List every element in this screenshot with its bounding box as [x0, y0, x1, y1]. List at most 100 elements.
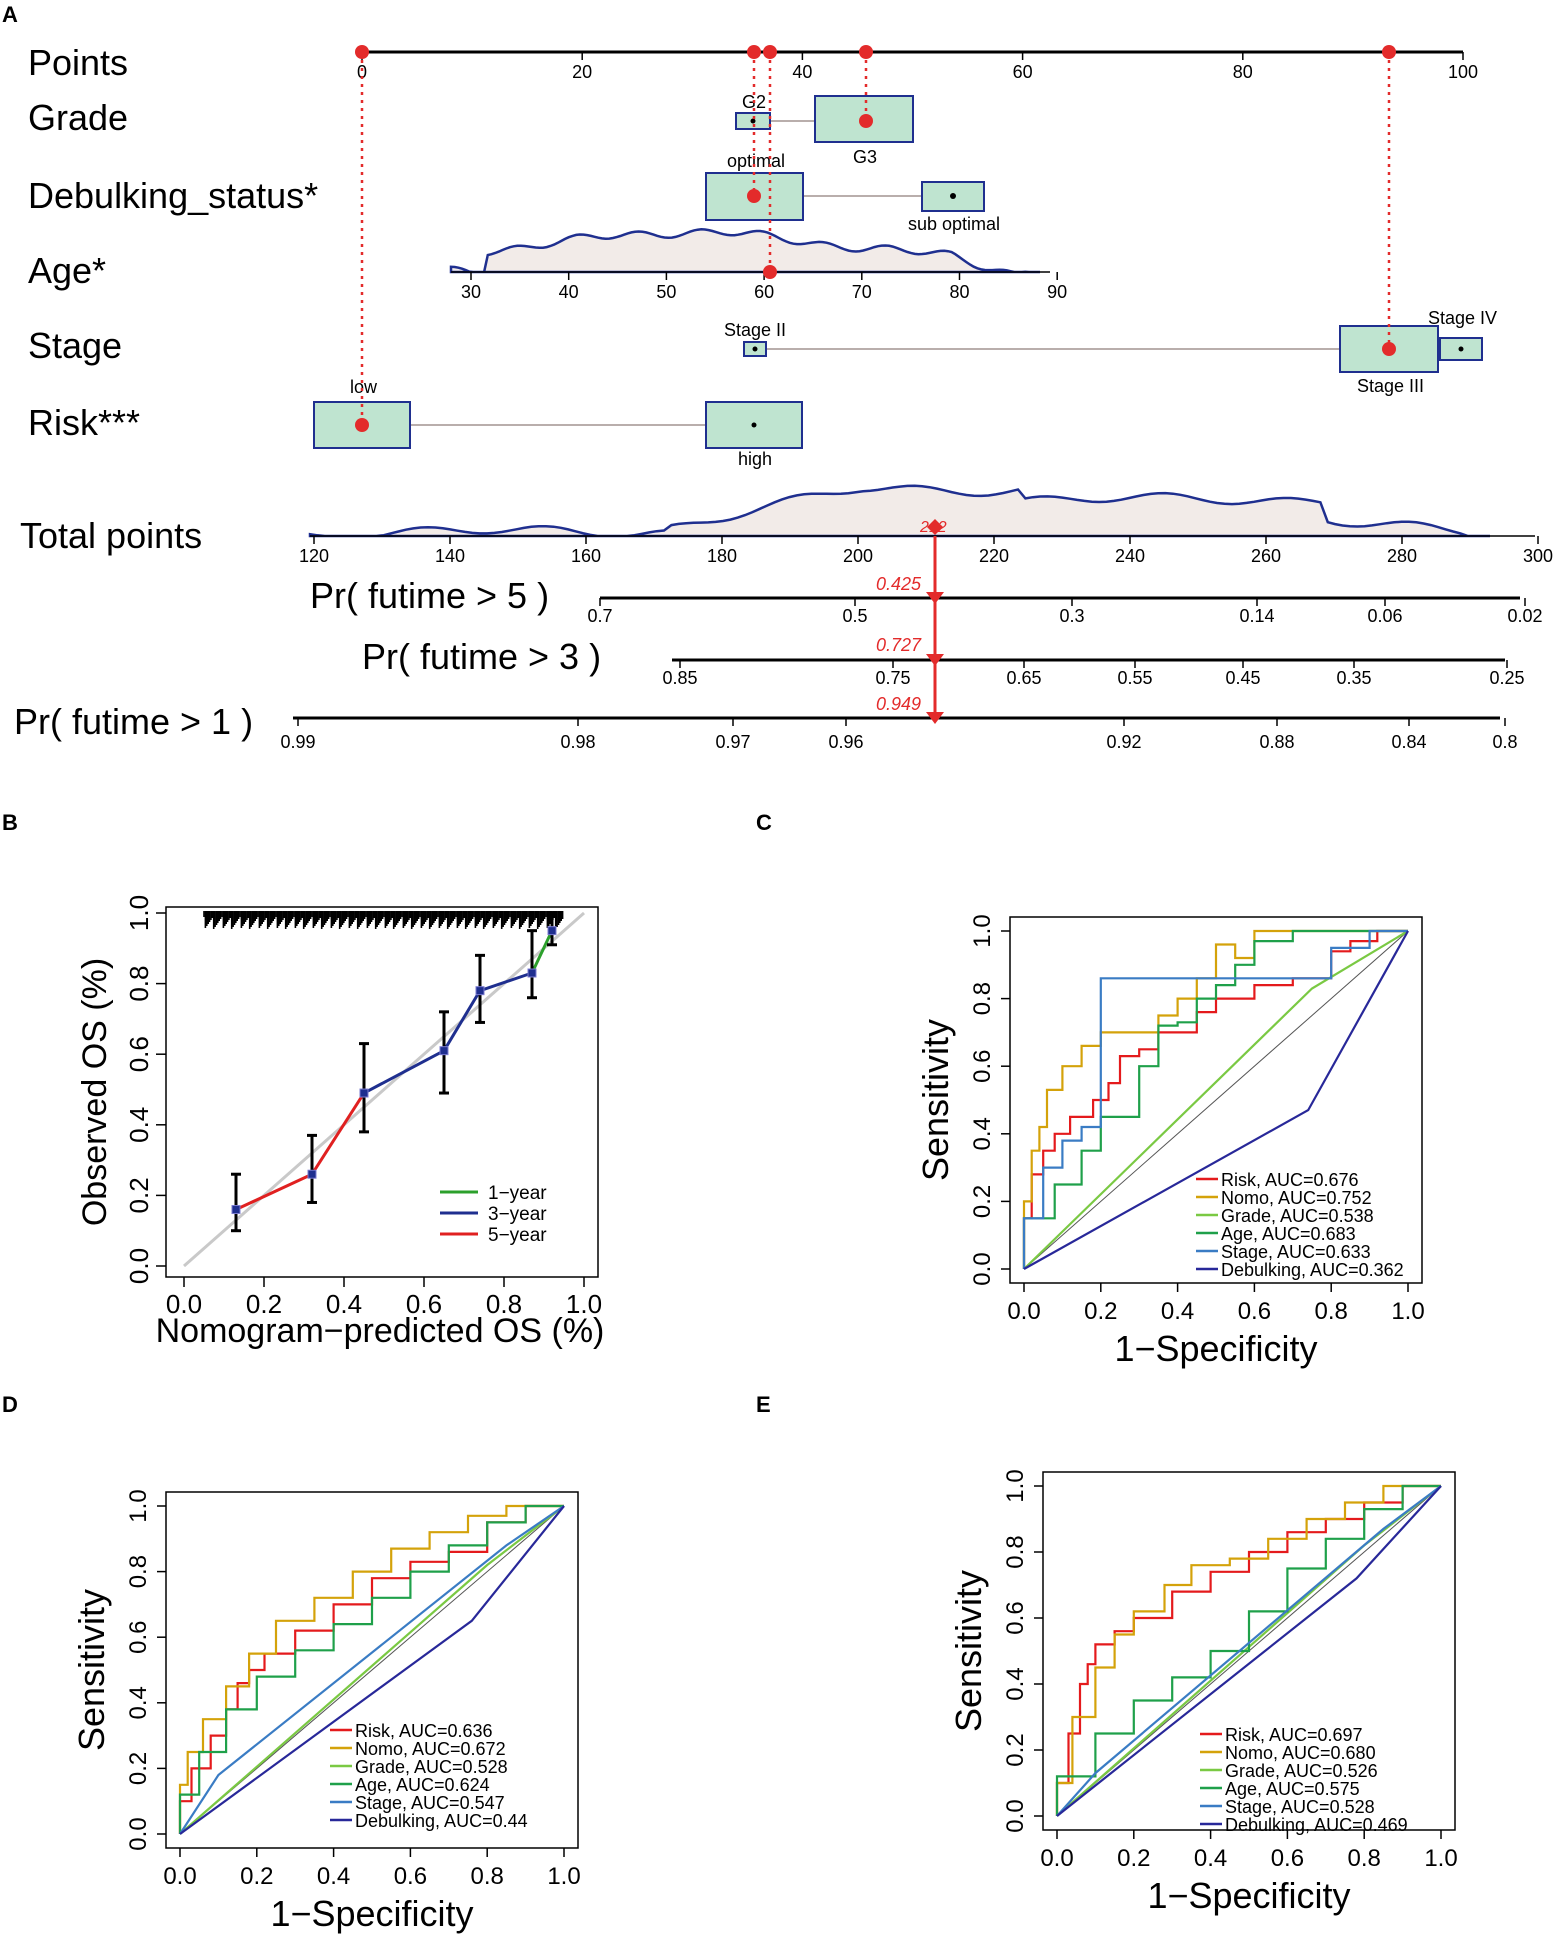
roc-x-tick-label: 0.2 [1084, 1298, 1117, 1325]
roc-y-tick-label: 0.0 [1002, 1799, 1029, 1832]
pr3-axis-tick-label: 0.75 [875, 668, 910, 688]
points-marker-age [763, 45, 777, 59]
projection-lines [360, 52, 1391, 425]
roc-y-tick-label: 0.6 [1002, 1601, 1029, 1634]
roc-panel-d: 0.0 0.0 0.2 0.2 0.4 0.4 0.6 0.6 0.8 0.8 1.0 1.0 1−Sp… [71, 1489, 581, 1934]
stage-ii-dot [752, 346, 758, 352]
roc-y-label: Sensitivity [915, 1019, 956, 1181]
roc-legend-label: Age, AUC=0.575 [1225, 1779, 1360, 1799]
pr1-axis-tick-label: 0.97 [715, 732, 750, 752]
roc-x-tick-label: 0.8 [1315, 1298, 1348, 1325]
roc-x-tick-label: 0.8 [471, 1863, 504, 1890]
total-points-row-label: Total points [20, 515, 202, 556]
age-axis-ticks: 30 40 50 60 70 80 90 [461, 272, 1067, 302]
roc-curve [179, 1505, 565, 1835]
calibration-point [307, 1169, 317, 1179]
roc-legend-label: Debulking, AUC=0.469 [1225, 1815, 1408, 1835]
pr1-axis-ticks: 0.99 0.98 0.97 0.96 0.92 0.88 0.84 0.8 [280, 718, 1518, 752]
total-points-axis-ticks: 120 140 160 180 200 220 240 260 280 300 [299, 536, 1553, 566]
debulking-selected-marker [747, 189, 761, 203]
roc-legend-label: Age, AUC=0.683 [1221, 1224, 1356, 1244]
panel-label-a: A [2, 2, 18, 27]
debulking-optimal-label: optimal [727, 151, 785, 171]
pr5-axis-tick-label: 0.06 [1367, 606, 1402, 626]
calibration-frame [165, 906, 599, 1278]
roc-x-tick-label: 0.6 [1271, 1845, 1304, 1872]
stage-iv-label: Stage IV [1428, 308, 1497, 328]
roc-legend-label: Grade, AUC=0.538 [1221, 1206, 1374, 1226]
calibration-point [359, 1088, 369, 1098]
roc-curve [1023, 930, 1409, 1270]
age-axis-tick-label: 60 [754, 282, 774, 302]
points-axis-tick-label: 40 [792, 62, 812, 82]
calibration-point [527, 968, 537, 978]
stage-row-label: Stage [28, 325, 122, 366]
total-points-value: 212 [919, 519, 947, 536]
points-axis-ticks: 0 20 40 60 80 100 [357, 52, 1478, 82]
pr3-row-label: Pr( futime > 3 ) [362, 636, 601, 677]
pr3-axis-ticks: 0.85 0.75 0.65 0.55 0.45 0.35 0.25 [662, 660, 1525, 688]
calibration-segment [442, 989, 482, 1052]
roc-frame [165, 1491, 579, 1849]
calibration-point [475, 986, 485, 996]
roc-legend-label: Risk, AUC=0.697 [1225, 1725, 1363, 1745]
pr5-value: 0.425 [876, 574, 922, 594]
pr5-axis-tick-label: 0.3 [1059, 606, 1084, 626]
roc-curve [1022, 929, 1408, 1269]
points-marker-grade [859, 45, 873, 59]
total-points-axis-tick-label: 280 [1387, 546, 1417, 566]
roc-x-tick-label: 0.2 [1117, 1845, 1150, 1872]
calibration-y-ticks: 0.0 0.2 0.4 0.6 0.8 1.0 [124, 895, 166, 1284]
age-row-label: Age* [28, 250, 106, 291]
roc-curve [179, 1505, 565, 1835]
pr1-axis-tick-label: 0.92 [1106, 732, 1141, 752]
roc-curve [1055, 1484, 1441, 1816]
points-marker-debulking [747, 45, 761, 59]
roc-curve [178, 1504, 564, 1834]
roc-y-tick-label: 0.2 [969, 1185, 996, 1218]
panel-label-c: C [756, 810, 772, 835]
roc-x-label: 1−Specificity [1114, 1328, 1317, 1369]
risk-high-dot [751, 422, 757, 428]
roc-x-tick-label: 0.0 [163, 1863, 196, 1890]
total-points-axis-tick-label: 300 [1523, 546, 1553, 566]
roc-x-tick-label: 1.0 [1391, 1298, 1424, 1325]
roc-curve [1055, 1484, 1441, 1816]
pr5-axis-tick-label: 0.5 [842, 606, 867, 626]
roc-y-tick-label: 0.0 [125, 1817, 152, 1850]
total-points-marker [927, 519, 943, 535]
roc-legend-label: Risk, AUC=0.676 [1221, 1170, 1359, 1190]
total-points-axis-tick-label: 260 [1251, 546, 1281, 566]
total-points-axis-tick-label: 120 [299, 546, 329, 566]
roc-y-tick-label: 1.0 [969, 914, 996, 947]
panel-label-e: E [756, 1392, 771, 1417]
calibration-y-tick-label: 0.2 [124, 1177, 154, 1213]
roc-legend-label: Stage, AUC=0.633 [1221, 1242, 1371, 1262]
total-points-axis-tick-label: 160 [571, 546, 601, 566]
roc-x-label: 1−Specificity [270, 1893, 473, 1934]
roc-x-tick-label: 0.2 [240, 1863, 273, 1890]
roc-y-tick-label: 0.6 [125, 1621, 152, 1654]
pr1-axis-tick-label: 0.8 [1492, 732, 1517, 752]
points-axis-tick-label: 20 [572, 62, 592, 82]
roc-curve [1056, 1485, 1442, 1817]
calibration-x-tick-label: 0.0 [166, 1289, 202, 1319]
roc-reference-line [1023, 930, 1409, 1270]
risk-low-label: low [350, 377, 378, 397]
roc-legend-label: Grade, AUC=0.526 [1225, 1761, 1378, 1781]
calibration-segment [363, 1049, 445, 1095]
pr3-value: 0.727 [876, 635, 922, 655]
roc-y-tick-label: 0.4 [1002, 1667, 1029, 1700]
age-density-curve [449, 228, 1040, 274]
calibration-y-tick-label: 0.0 [124, 1248, 154, 1284]
roc-y-tick-label: 1.0 [1002, 1469, 1029, 1502]
panel-label-d: D [2, 1392, 18, 1417]
roc-y-tick-label: 0.4 [969, 1117, 996, 1150]
calibration-y-label: Observed OS (%) [76, 958, 114, 1226]
roc-x-label: 1−Specificity [1147, 1875, 1350, 1916]
calibration-x-ticks: 0.0 0.2 0.4 0.6 0.8 1.0 [166, 1277, 602, 1319]
total-points-axis-tick-label: 180 [707, 546, 737, 566]
calibration-ideal-line [183, 911, 585, 1268]
age-axis-tick-label: 30 [461, 282, 481, 302]
